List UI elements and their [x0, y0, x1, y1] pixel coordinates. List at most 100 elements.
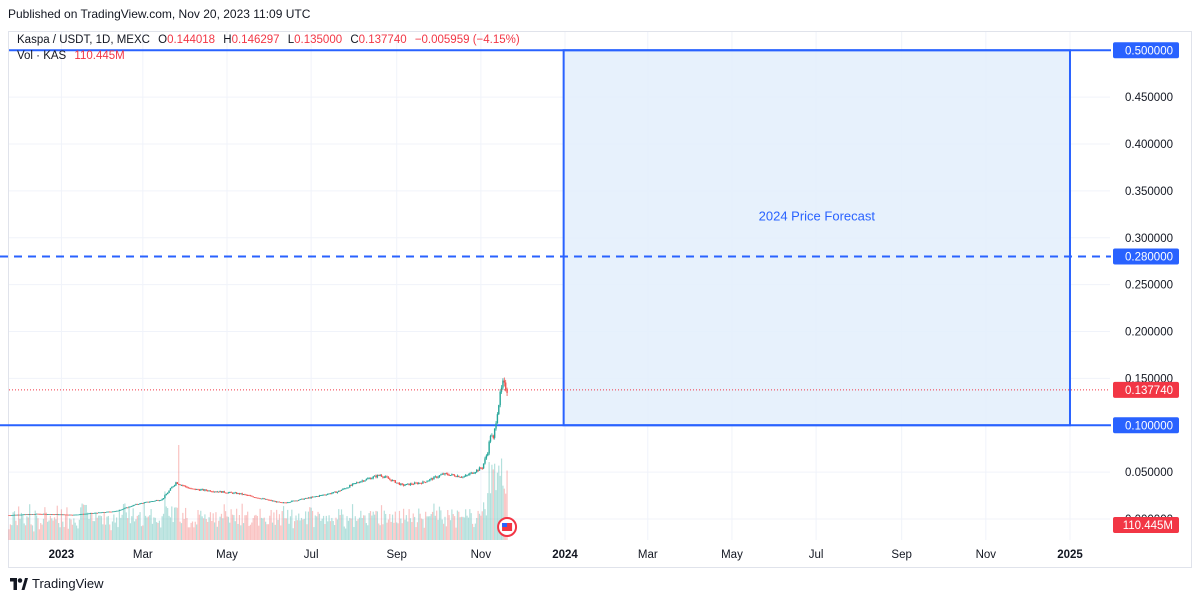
volume-bar: [287, 509, 289, 540]
candle-body: [423, 481, 425, 483]
volume-bar: [71, 524, 74, 540]
candle-body: [271, 500, 274, 502]
volume-axis-label-bg: [1113, 517, 1179, 533]
volume-bar: [180, 523, 183, 540]
candle-body: [86, 513, 89, 515]
candle-body: [277, 501, 279, 503]
candle-body: [504, 382, 507, 391]
volume-bar: [229, 522, 231, 540]
candle-body: [478, 467, 481, 471]
candle-body: [424, 481, 427, 483]
candle-body: [191, 488, 194, 490]
volume-bar: [404, 519, 406, 540]
candle-body: [81, 513, 83, 515]
volume-bar: [84, 504, 86, 540]
volume-bar: [88, 518, 90, 540]
candle-body: [64, 514, 67, 516]
candle-body: [350, 485, 352, 486]
candle-body: [114, 511, 116, 512]
volume-bar: [285, 518, 287, 540]
volume-bar: [158, 520, 160, 540]
volume-bar: [385, 513, 387, 540]
volume-bar: [416, 522, 418, 540]
candle-body: [395, 482, 398, 484]
volume-bar: [489, 493, 492, 540]
candle-body: [125, 507, 127, 509]
candle-body: [142, 503, 144, 504]
volume-bar: [215, 512, 217, 540]
volume-bar: [213, 522, 216, 540]
volume-bar: [313, 527, 315, 540]
candle-body: [506, 390, 508, 393]
volume-bar: [196, 524, 198, 540]
candle-body: [368, 478, 370, 479]
volume-bar: [502, 485, 504, 540]
volume-bar: [436, 510, 438, 540]
candle-body: [278, 501, 281, 503]
volume-bar: [274, 524, 276, 540]
volume-bar: [423, 527, 425, 540]
candle-body: [24, 514, 27, 516]
volume-bar: [405, 515, 407, 540]
candle-body: [75, 514, 78, 516]
volume-bar: [358, 517, 361, 540]
volume-bar: [452, 514, 454, 540]
candle-body: [77, 514, 79, 516]
candle-body: [13, 514, 16, 516]
volume-bar: [300, 517, 303, 540]
candle-body: [338, 490, 340, 492]
volume-bar: [371, 515, 373, 540]
volume-bar: [393, 522, 395, 540]
volume-bar: [19, 518, 21, 540]
volume-bar: [438, 506, 441, 540]
x-tick-label: 2025: [1057, 549, 1083, 561]
volume-bar: [82, 504, 85, 540]
candle-body: [110, 511, 112, 513]
candle-body: [380, 475, 383, 477]
candle-body: [480, 467, 482, 469]
tradingview-logo[interactable]: TradingView: [10, 576, 104, 591]
candle-body: [407, 483, 409, 485]
candle-body: [411, 483, 413, 485]
candle-body: [85, 513, 87, 515]
candle-body: [344, 488, 347, 490]
volume-bar: [469, 509, 471, 540]
candle-body: [343, 488, 345, 490]
candle-body: [8, 515, 10, 516]
volume-bar: [242, 523, 245, 540]
candle-body: [306, 497, 308, 499]
candle-body: [309, 497, 311, 499]
candle-body: [166, 492, 169, 495]
volume-bar: [302, 519, 304, 540]
candle-body: [462, 476, 464, 478]
volume-bar: [431, 511, 434, 540]
volume-bar: [133, 521, 136, 540]
volume-bar: [462, 516, 464, 540]
volume-bar: [245, 515, 247, 540]
candle-body: [235, 492, 238, 494]
volume-bar: [227, 516, 229, 540]
candle-body: [264, 498, 267, 500]
candle-body: [467, 474, 470, 476]
volume-bar: [37, 518, 39, 540]
candle-body: [314, 496, 316, 498]
volume-bar: [386, 522, 388, 540]
candle-body: [218, 491, 220, 493]
volume-bar: [448, 515, 450, 540]
candle-body: [149, 501, 151, 503]
volume-bar: [390, 521, 392, 540]
volume-bar: [360, 510, 362, 540]
volume-bar: [85, 504, 87, 540]
candle-body: [487, 453, 489, 456]
candle-body: [222, 491, 224, 493]
volume-bar: [342, 514, 344, 540]
candle-body: [147, 501, 150, 503]
volume-bar: [474, 523, 476, 540]
candle-body: [273, 500, 275, 502]
volume-bar: [408, 509, 410, 540]
volume-bar: [209, 512, 212, 540]
volume-bar: [223, 504, 225, 540]
candle-body: [285, 502, 288, 504]
volume-bar: [351, 504, 354, 540]
